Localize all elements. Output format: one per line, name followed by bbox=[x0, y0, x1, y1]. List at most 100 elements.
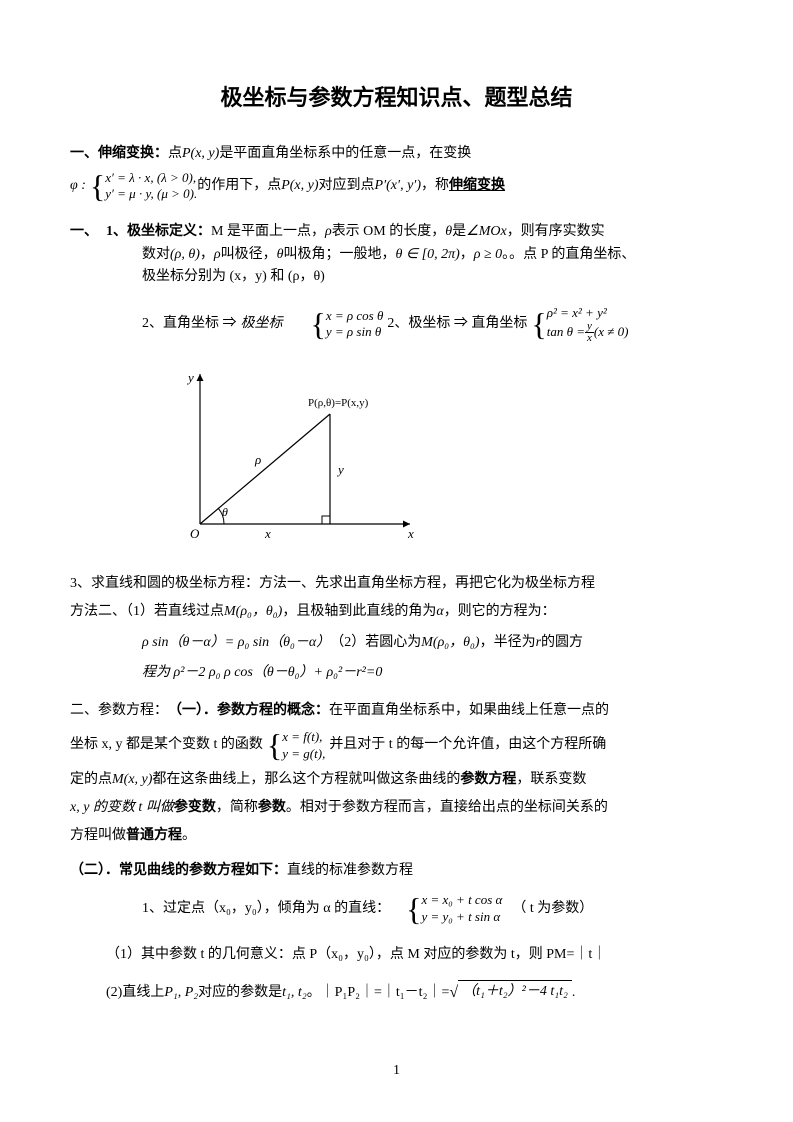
brace-icon: { bbox=[267, 729, 282, 763]
item1-a: M 是平面上一点， bbox=[211, 221, 325, 243]
s4-l3a: 定的点 bbox=[70, 769, 112, 791]
s3-l2b: M(ρ₀，θ₀) bbox=[224, 601, 282, 623]
item1-l2g: 叫极角；一般地， bbox=[284, 244, 396, 266]
item1-l2c: ， bbox=[200, 244, 214, 266]
s4-l5a: 方程叫做 bbox=[70, 825, 126, 847]
s3-l2a: 方法二、（1）若直线过点 bbox=[70, 601, 224, 623]
diag-theta: θ bbox=[222, 505, 228, 519]
brace-icon: { bbox=[311, 308, 326, 342]
diag-P: P(ρ,θ)=P(x,y) bbox=[308, 397, 369, 409]
brace-icon: { bbox=[531, 305, 546, 345]
s4-l1a: 二、参数方程： bbox=[70, 700, 168, 722]
s3-l3e: 的圆方 bbox=[541, 632, 583, 654]
s5-eq2: y = y₀ + t sin α bbox=[421, 909, 502, 926]
conv2-l2b: (x ≠ 0) bbox=[594, 324, 629, 341]
s5-i3d: t₁, t₂ bbox=[282, 982, 307, 1004]
s4-eq1: x = f(t), bbox=[282, 729, 325, 746]
item1-f: ∠MOx bbox=[466, 221, 507, 243]
s5-eq1: x = x₀ + t cos α bbox=[421, 892, 502, 909]
s4-l4c: ，简称 bbox=[216, 797, 258, 819]
s3-l3b: M(ρ₀，θ₀) bbox=[421, 632, 479, 654]
item1-b: ρ bbox=[325, 221, 332, 243]
brace-icon: { bbox=[90, 170, 105, 204]
s3-l3c: ，半径为 bbox=[480, 632, 536, 654]
s5-i1a: 1、过定点（x₀，y₀），倾角为 α 的直线： bbox=[142, 898, 390, 920]
s4-l3e: ，联系变数 bbox=[516, 769, 586, 791]
section-polar-def: 一、 1、极坐标定义： M 是平面上一点， ρ 表示 OM 的长度， θ 是 ∠… bbox=[70, 221, 723, 344]
s5-i3c: 对应的参数是 bbox=[198, 982, 282, 1004]
brace-icon: { bbox=[406, 892, 421, 926]
item1-l3: 极坐标分别为 (x，y) 和 (ρ，θ) bbox=[142, 269, 325, 284]
frac-x: x bbox=[585, 333, 594, 344]
s1-after-b: P(x, y) bbox=[281, 175, 318, 197]
s3-formula2: 程为 ρ²－2 ρ₀ ρ cos（θ－θ₀）+ ρ₀²－r²=0 bbox=[142, 665, 382, 680]
s4-eq2: y = g(t), bbox=[282, 746, 325, 763]
item1-l2j: ρ ≥ 0 bbox=[474, 244, 502, 266]
s3-l2d: α bbox=[436, 601, 443, 623]
page-number: 1 bbox=[393, 1060, 400, 1082]
s4-l4b: 参变数 bbox=[174, 797, 216, 819]
s4-l4e: 。相对于参数方程而言，直接给出点的坐标间关系的 bbox=[286, 797, 608, 819]
phi-label: φ : bbox=[70, 175, 86, 197]
s4-l3b: M(x, y) bbox=[112, 769, 152, 791]
item1-l2b: (ρ, θ) bbox=[170, 244, 200, 266]
diag-x1: x bbox=[264, 526, 271, 541]
s1-pxy: P(x, y) bbox=[182, 143, 219, 165]
s5-i3f: . bbox=[572, 982, 576, 1004]
s1-intro-a: 点 bbox=[168, 143, 182, 165]
item2-label2: 2、极坐标 ⇒ 直角坐标 bbox=[387, 313, 527, 335]
item1-l2k: 。。点 P 的直角坐标、 bbox=[502, 244, 635, 266]
section1-heading: 一、伸缩变换： bbox=[70, 143, 168, 165]
item1-l2f: θ bbox=[277, 244, 284, 266]
section-shensuo: 一、伸缩变换： 点 P(x, y) 是平面直角坐标系中的任意一点，在变换 φ :… bbox=[70, 143, 723, 203]
section-common-curves: （二）．常见曲线的参数方程如下： 直线的标准参数方程 1、过定点（x₀，y₀），… bbox=[70, 860, 723, 1006]
section-param-def: 二、参数方程： （一）．参数方程的概念： 在平面直角坐标系中，如果曲线上任意一点… bbox=[70, 700, 723, 847]
s1-after-c: 对应到点 bbox=[319, 175, 375, 197]
conv2-l1: ρ² = x² + y² bbox=[547, 305, 629, 322]
s1-intro-c: 是平面直角坐标系中的任意一点，在变换 bbox=[219, 143, 471, 165]
sqrt-content: （t₁＋t₂）²－4 t₁t₂ bbox=[458, 980, 572, 1003]
eq1-line1: x′ = λ · x, (λ > 0), bbox=[105, 170, 197, 187]
item1-label: 1、极坐标定义： bbox=[106, 221, 211, 243]
s5-heading: （二）．常见曲线的参数方程如下： bbox=[70, 860, 287, 882]
item1-l2a: 数对 bbox=[142, 244, 170, 266]
eq1-line2: y′ = μ · y, (μ > 0). bbox=[105, 186, 197, 203]
s5-i3b: P₁, P₂ bbox=[164, 982, 198, 1004]
section-polar-eq: 3、求直线和圆的极坐标方程：方法一、先求出直角坐标方程，再把它化为极坐标方程 方… bbox=[70, 573, 723, 685]
item1-e: 是 bbox=[452, 221, 466, 243]
diag-rho: ρ bbox=[254, 452, 261, 467]
s1-after-f: 伸缩变换 bbox=[449, 175, 505, 197]
item1-l2i: ， bbox=[460, 244, 474, 266]
s4-l1b: （一）．参数方程的概念： bbox=[168, 700, 329, 722]
conv2-l2a: tan θ = bbox=[547, 324, 585, 341]
diag-y: y bbox=[186, 370, 194, 385]
item1-l2h: θ ∈ [0, 2π) bbox=[396, 244, 460, 266]
s5-i3a: (2)直线上 bbox=[106, 982, 164, 1004]
s3-formula1: ρ sin（θ－α）= ρ₀ sin（θ₀－α） bbox=[142, 632, 330, 654]
s4-l4d: 参数 bbox=[258, 797, 286, 819]
s5-i3e: 。｜P₁P₂｜=｜t₁－t₂｜= bbox=[307, 982, 450, 1004]
item1-l2e: 叫极径， bbox=[221, 244, 277, 266]
item1-c: 表示 OM 的长度， bbox=[332, 221, 446, 243]
sqrt-icon: √ bbox=[449, 980, 458, 1006]
s4-l4a: x, y 的变数 t 叫做 bbox=[70, 797, 174, 819]
item1-d: θ bbox=[445, 221, 452, 243]
item2-label: 2、直角坐标 ⇒ bbox=[142, 313, 237, 335]
conv1-l1: x = ρ cos θ bbox=[326, 308, 384, 325]
diag-O: O bbox=[190, 526, 200, 541]
s4-l2b: 并且对于 t 的每一个允许值，由这个方程所确 bbox=[329, 734, 606, 756]
item1-g: ，则有序实数实 bbox=[507, 221, 605, 243]
s1-after-d: P′(x′, y′) bbox=[375, 175, 422, 197]
s4-l3c: 都在这条曲线上，那么这个方程就叫做这条曲线的 bbox=[152, 769, 460, 791]
s1-after-e: ，称 bbox=[421, 175, 449, 197]
item2-polar: 极坐标 bbox=[241, 313, 283, 335]
s3-l2e: ，则它的方程为： bbox=[444, 601, 556, 623]
page-title: 极坐标与参数方程知识点、题型总结 bbox=[70, 80, 723, 115]
section2-heading: 一、 bbox=[70, 221, 106, 243]
s5-heading-b: 直线的标准参数方程 bbox=[287, 860, 413, 882]
s3-l2c: ，且极轴到此直线的角为 bbox=[282, 601, 436, 623]
s4-l1c: 在平面直角坐标系中，如果曲线上任意一点的 bbox=[329, 700, 609, 722]
s4-l5b: 普通方程 bbox=[126, 825, 182, 847]
s3-l3a: （2）若圆心为 bbox=[330, 632, 421, 654]
polar-diagram: y x O ρ θ P(ρ,θ)=P(x,y) y x bbox=[160, 364, 723, 552]
